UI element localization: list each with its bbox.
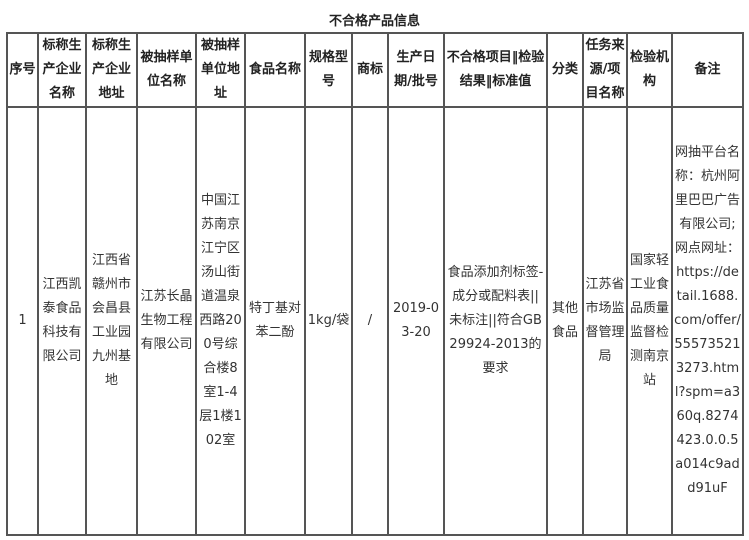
cell-index: 1	[6, 106, 39, 536]
header-task-source: 任务来源/项目名称	[582, 32, 628, 108]
cell-sampled-unit-address: 中国江苏南京江宁区汤山街道温泉西路200号综合楼8室1-4层1楼102室	[195, 106, 246, 536]
header-food-name: 食品名称	[244, 32, 306, 108]
header-sampled-unit-address: 被抽样单位地址	[195, 32, 246, 108]
cell-manufacturer-name: 江西凯泰食品科技有限公司	[37, 106, 87, 536]
header-inspection-agency: 检验机构	[626, 32, 673, 108]
header-production-date: 生产日期/批号	[387, 32, 445, 108]
cell-sampled-unit-name: 江苏长晶生物工程有限公司	[136, 106, 197, 536]
header-category: 分类	[546, 32, 584, 108]
cell-category: 其他食品	[546, 106, 584, 536]
cell-spec: 1kg/袋	[304, 106, 353, 536]
cell-production-date: 2019-03-20	[387, 106, 445, 536]
cell-task-source: 江苏省市场监督管理局	[582, 106, 628, 536]
header-remarks: 备注	[671, 32, 744, 108]
cell-inspection-agency: 国家轻工业食品质量监督检测南京站	[626, 106, 673, 536]
unqualified-products-table: 序号 标称生产企业名称 标称生产企业地址 被抽样单位名称 被抽样单位地址 食品名…	[6, 32, 744, 536]
header-manufacturer-name: 标称生产企业名称	[37, 32, 87, 108]
header-trademark: 商标	[351, 32, 389, 108]
cell-food-name: 特丁基对苯二酚	[244, 106, 306, 536]
cell-remarks: 网抽平台名称：杭州阿里巴巴广告有限公司;网点网址：https://detail.…	[671, 106, 744, 536]
page-title: 不合格产品信息	[328, 14, 420, 29]
header-sampled-unit-name: 被抽样单位名称	[136, 32, 197, 108]
header-index: 序号	[6, 32, 39, 108]
header-spec: 规格型号	[304, 32, 353, 108]
table-row: 1 江西凯泰食品科技有限公司 江西省赣州市会昌县工业园九州基地 江苏长晶生物工程…	[6, 106, 744, 536]
table-header-row: 序号 标称生产企业名称 标称生产企业地址 被抽样单位名称 被抽样单位地址 食品名…	[6, 32, 744, 108]
cell-manufacturer-address: 江西省赣州市会昌县工业园九州基地	[85, 106, 138, 536]
cell-failed-item: 食品添加剂标签-成分或配料表||未标注||符合GB29924-2013的要求	[443, 106, 548, 536]
header-failed-item: 不合格项目‖检验结果‖标准值	[443, 32, 548, 108]
header-manufacturer-address: 标称生产企业地址	[85, 32, 138, 108]
cell-trademark: /	[351, 106, 389, 536]
